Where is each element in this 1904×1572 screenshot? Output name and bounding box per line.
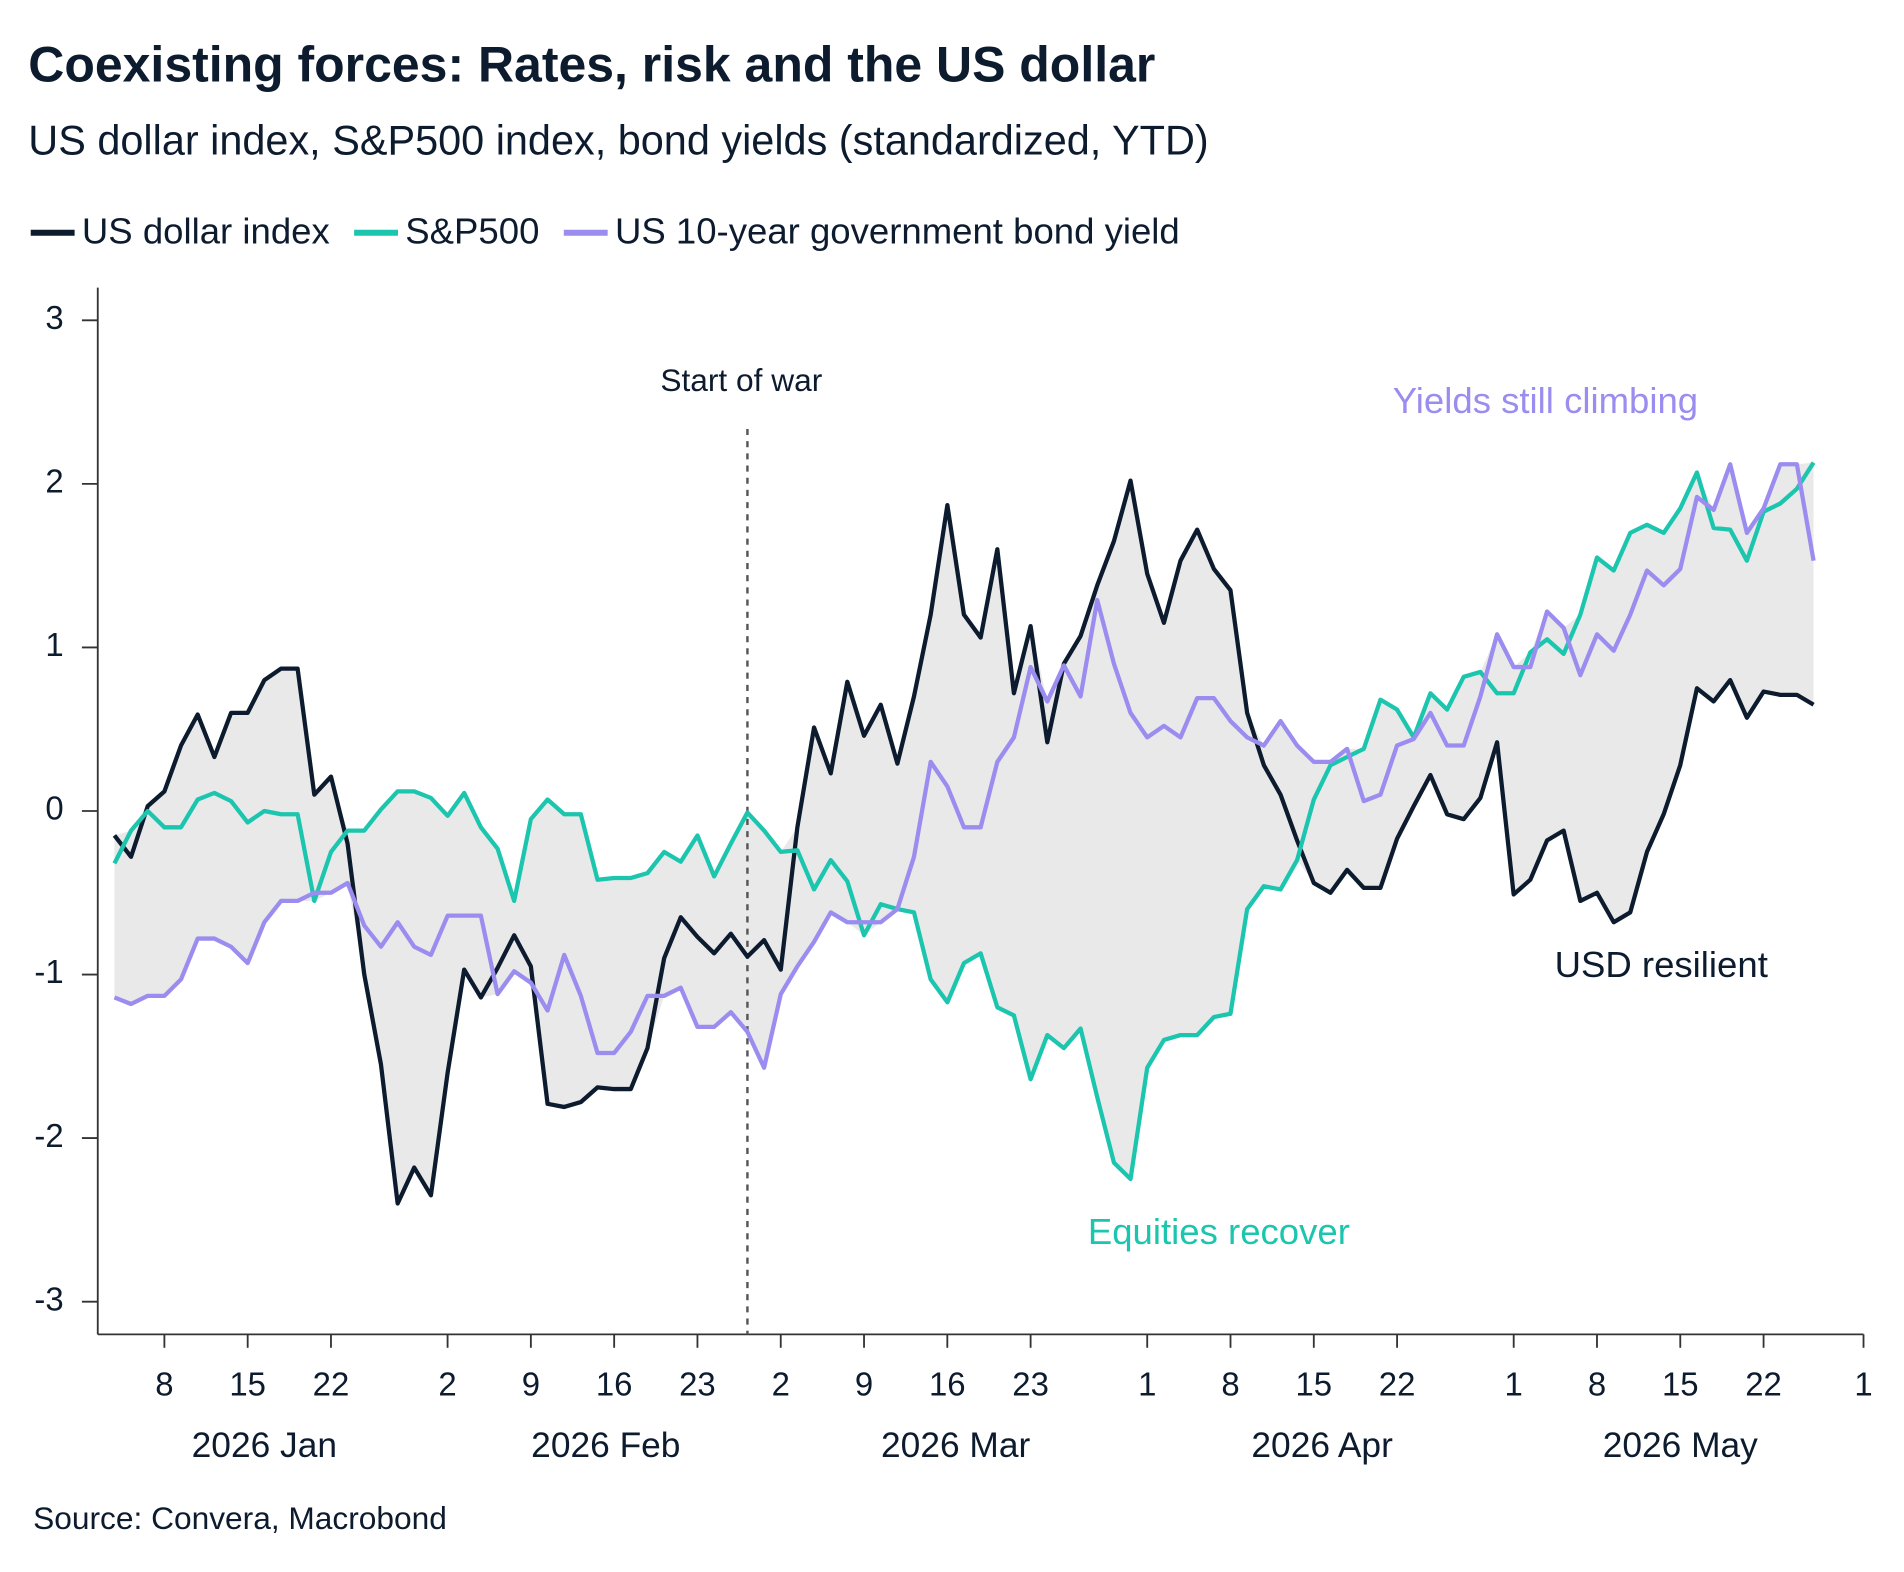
x-tick-label: 22 bbox=[1379, 1365, 1416, 1402]
y-tick-label: 3 bbox=[45, 299, 63, 336]
x-tick-label: 2 bbox=[772, 1365, 790, 1402]
x-tick-label: 23 bbox=[1012, 1365, 1049, 1402]
y-tick-label: -1 bbox=[34, 953, 63, 990]
annotation: Equities recover bbox=[1088, 1211, 1350, 1252]
x-group-label: 2026 Jan bbox=[192, 1426, 337, 1465]
x-tick-label: 1 bbox=[1854, 1365, 1872, 1402]
y-tick-label: 0 bbox=[45, 790, 63, 827]
x-tick-label: 23 bbox=[679, 1365, 716, 1402]
legend-label: US 10-year government bond yield bbox=[615, 211, 1180, 252]
x-tick-label: 15 bbox=[229, 1365, 266, 1402]
legend-label: US dollar index bbox=[82, 211, 330, 252]
series-line bbox=[112, 461, 1816, 1182]
x-tick-label: 8 bbox=[1588, 1365, 1606, 1402]
y-tick-label: -2 bbox=[34, 1117, 63, 1154]
y-tick-label: 2 bbox=[45, 463, 63, 500]
x-tick-label: 1 bbox=[1505, 1365, 1523, 1402]
y-tick-label: -3 bbox=[34, 1280, 63, 1317]
x-group-label: 2026 Feb bbox=[531, 1426, 680, 1465]
event-label: Start of war bbox=[660, 362, 822, 398]
x-tick-label: 22 bbox=[313, 1365, 350, 1402]
x-tick-label: 15 bbox=[1662, 1365, 1699, 1402]
series-line bbox=[113, 462, 1816, 1070]
x-tick-label: 15 bbox=[1296, 1365, 1333, 1402]
x-group-label: 2026 May bbox=[1603, 1426, 1758, 1465]
x-group-label: 2026 Mar bbox=[881, 1426, 1030, 1465]
legend: US dollar index S&P500 US 10-year governme… bbox=[30, 211, 1180, 252]
x-tick-label: 9 bbox=[522, 1365, 540, 1402]
annotation: USD resilient bbox=[1555, 944, 1768, 985]
x-tick-label: 16 bbox=[929, 1365, 966, 1402]
x-tick-label: 16 bbox=[596, 1365, 633, 1402]
x-tick-label: 2 bbox=[438, 1365, 456, 1402]
chart-subtitle: US dollar index, S&P500 index, bond yiel… bbox=[28, 117, 1208, 164]
x-tick-label: 9 bbox=[855, 1365, 873, 1402]
x-group-label: 2026 Apr bbox=[1251, 1426, 1393, 1465]
series-line bbox=[112, 478, 1815, 1206]
chart-title: Coexisting forces: Rates, risk and the U… bbox=[28, 36, 1155, 92]
annotation: Yields still climbing bbox=[1393, 380, 1698, 421]
x-tick-label: 8 bbox=[1221, 1365, 1239, 1402]
legend-label: S&P500 bbox=[405, 211, 539, 252]
y-tick-label: 1 bbox=[45, 626, 63, 663]
x-tick-label: 22 bbox=[1745, 1365, 1782, 1402]
source: Source: Convera, Macrobond bbox=[33, 1500, 447, 1536]
x-tick-label: 1 bbox=[1138, 1365, 1156, 1402]
x-tick-label: 8 bbox=[155, 1365, 173, 1402]
